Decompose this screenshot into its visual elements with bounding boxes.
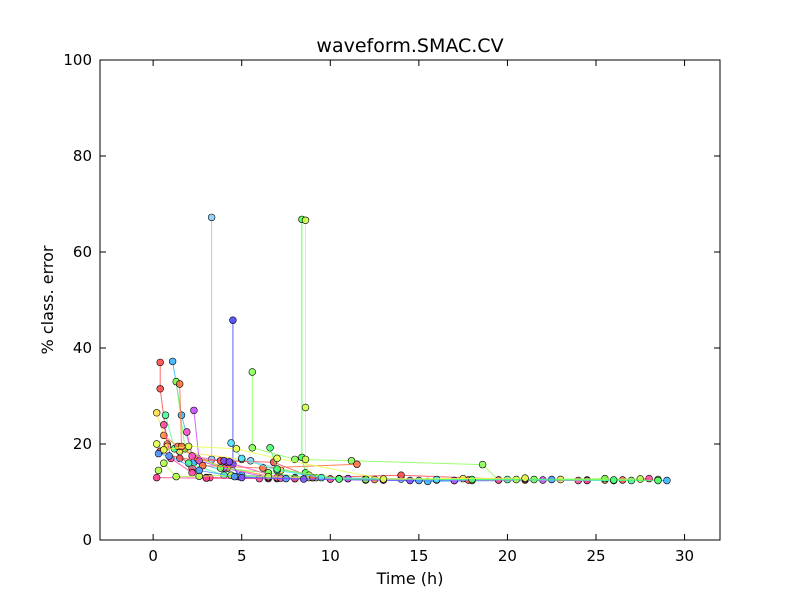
data-point bbox=[232, 445, 241, 453]
data-point bbox=[636, 475, 644, 483]
series-line bbox=[251, 372, 499, 481]
data-point bbox=[478, 460, 487, 469]
data-point bbox=[156, 385, 164, 393]
ticks-layer: 0 5 10 15 20 25 30 0 20 40 60 80 100 bbox=[63, 51, 720, 565]
data-point bbox=[248, 368, 257, 376]
chart-title: waveform.SMAC.CV bbox=[316, 35, 503, 57]
data-point bbox=[248, 444, 257, 452]
data-point bbox=[153, 440, 161, 448]
data-point bbox=[183, 428, 191, 436]
data-point bbox=[379, 475, 388, 483]
x-tick-label: 20 bbox=[498, 547, 517, 565]
y-tick-label: 40 bbox=[73, 339, 92, 357]
series-21 bbox=[266, 444, 662, 485]
data-point bbox=[230, 472, 239, 481]
data-point bbox=[225, 458, 234, 466]
data-point bbox=[601, 474, 609, 483]
data-point bbox=[216, 464, 225, 472]
data-point bbox=[317, 473, 326, 482]
data-point bbox=[521, 474, 529, 482]
x-tick-label: 5 bbox=[237, 547, 247, 565]
x-axis-label: Time (h) bbox=[376, 569, 444, 588]
data-point bbox=[273, 454, 281, 463]
data-point bbox=[300, 475, 308, 483]
data-point bbox=[264, 472, 272, 481]
y-tick-label: 100 bbox=[63, 51, 92, 69]
axes-frame bbox=[99, 59, 721, 541]
data-point bbox=[229, 316, 237, 324]
data-point bbox=[415, 476, 423, 485]
data-point bbox=[397, 471, 405, 479]
data-point bbox=[160, 421, 168, 429]
data-point bbox=[188, 452, 196, 460]
data-point bbox=[153, 409, 161, 417]
data-point bbox=[172, 472, 180, 481]
data-point bbox=[406, 476, 414, 485]
data-point bbox=[184, 442, 193, 451]
data-point bbox=[177, 411, 186, 419]
series-layer bbox=[153, 213, 671, 486]
data-point bbox=[160, 446, 168, 454]
series-14 bbox=[176, 380, 361, 472]
data-point bbox=[227, 439, 235, 447]
data-point bbox=[654, 476, 662, 485]
data-point bbox=[190, 406, 198, 415]
data-point bbox=[195, 466, 203, 475]
x-tick-label: 0 bbox=[148, 547, 158, 565]
data-point bbox=[188, 469, 196, 477]
data-point bbox=[301, 216, 310, 225]
x-tick-label: 10 bbox=[321, 547, 340, 565]
data-point bbox=[645, 474, 653, 483]
data-point bbox=[266, 444, 274, 452]
series-22 bbox=[153, 440, 529, 483]
data-point bbox=[273, 465, 281, 473]
data-point bbox=[160, 459, 168, 467]
data-point bbox=[168, 357, 177, 366]
y-axis-label: % class. error bbox=[38, 245, 57, 354]
y-tick-label: 60 bbox=[73, 243, 92, 261]
data-point bbox=[609, 476, 618, 484]
data-point bbox=[238, 454, 246, 463]
data-point bbox=[177, 442, 186, 451]
data-point bbox=[353, 460, 361, 468]
y-tick-label: 80 bbox=[73, 147, 92, 165]
data-point bbox=[156, 358, 164, 367]
data-point bbox=[207, 213, 216, 222]
data-point bbox=[154, 466, 163, 475]
data-point bbox=[301, 403, 310, 412]
x-tick-label: 30 bbox=[675, 547, 694, 565]
x-tick-label: 25 bbox=[586, 547, 605, 565]
data-point bbox=[154, 449, 163, 458]
data-point bbox=[176, 380, 184, 388]
data-point bbox=[468, 475, 476, 484]
data-point bbox=[335, 475, 343, 483]
data-point bbox=[301, 455, 310, 464]
data-point bbox=[238, 473, 246, 482]
data-point bbox=[161, 411, 170, 419]
data-point bbox=[663, 476, 671, 485]
y-tick-label: 20 bbox=[73, 435, 92, 453]
y-tick-label: 0 bbox=[82, 531, 92, 549]
data-point bbox=[153, 473, 161, 482]
data-point bbox=[165, 452, 173, 460]
series-20 bbox=[220, 457, 414, 485]
x-tick-label: 15 bbox=[409, 547, 428, 565]
